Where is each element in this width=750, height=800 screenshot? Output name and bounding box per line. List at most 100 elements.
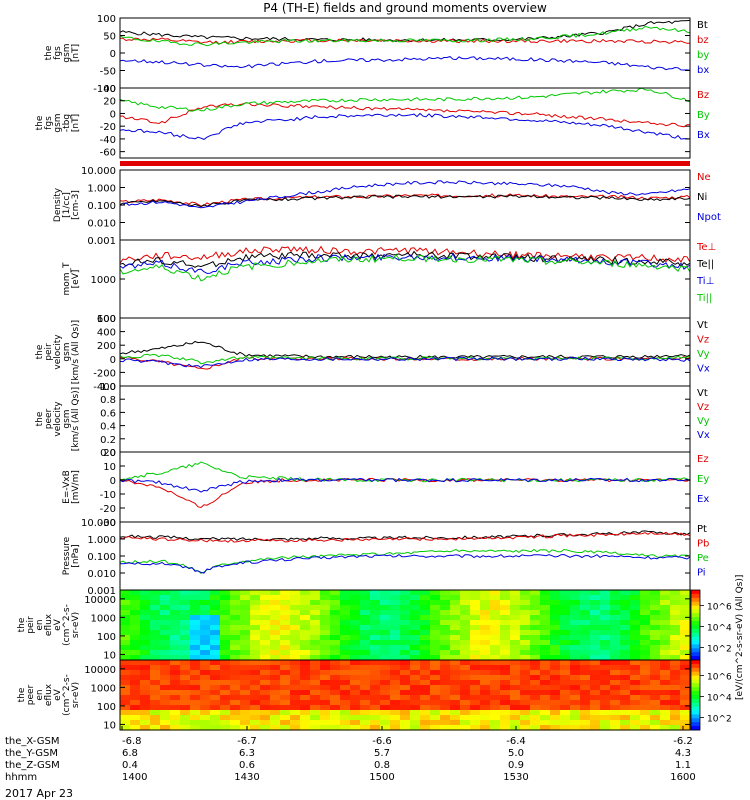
spectrogram-cell [390,625,401,631]
spectrogram-cell [390,705,401,711]
spectrogram-cell [230,625,241,631]
spectrogram-cell [590,690,601,696]
spectrogram-cell [480,705,491,711]
ephemeris-bar [120,161,690,166]
colorbar-p9: 10^610^410^2 [eV/(cm^2-s-sr-eV) (All Qs)] [690,575,745,700]
spectrogram-cell [350,610,361,616]
spectrogram-cell [430,595,441,601]
spectrogram-cell [490,590,501,596]
spectrogram-cell [140,725,151,731]
spectrogram-cell [350,695,361,701]
spectrogram-cell [400,645,411,651]
spectrogram-cell [570,620,581,626]
colorbar-segment [691,613,700,618]
spectrogram-cell [320,680,331,686]
spectrogram-cell [440,630,451,636]
spectrogram-cell [310,680,321,686]
spectrogram-cell [310,610,321,616]
spectrogram-cell [430,670,441,676]
spectrogram-cell [540,590,551,596]
spectrogram-cell [490,595,501,601]
spectrogram-cell [350,725,361,731]
spectrogram-cell [550,645,561,651]
spectrogram-cell [480,590,491,596]
spectrogram-cell [180,715,191,721]
spectrogram-cell [560,665,571,671]
spectrogram-cell [560,690,571,696]
spectrogram-cell [580,710,591,716]
spectrogram-cell [520,620,531,626]
spectrogram-cell [560,625,571,631]
spectrogram-cell [140,675,151,681]
series-line-bz [119,37,690,45]
spectrogram-cell [420,680,431,686]
colorbar-segment [691,632,700,638]
spectrogram-cell [620,645,631,651]
spectrogram-cell [630,685,641,691]
spectrogram-cell [250,645,261,651]
spectrogram-cell [330,665,341,671]
spectrogram-cell [630,720,641,726]
spectrogram-cell [350,620,361,626]
spectrogram-cell [680,645,691,651]
spectrogram-cell [140,665,151,671]
spectrogram-cell [200,685,211,691]
spectrogram-cell [300,680,311,686]
spectrogram-cell [400,655,411,661]
spectrogram-cell [270,625,281,631]
spectrogram-cell [650,715,661,721]
spectrogram-cell [240,650,251,656]
spectrogram-cell [510,685,521,691]
spectrogram-cell [130,715,141,721]
spectrogram-cell [630,690,641,696]
spectrogram-cell [430,610,441,616]
spectrogram-cell [460,615,471,621]
colorbar-segment [691,726,700,731]
spectrogram-cell [160,645,171,651]
spectrogram-cell [220,725,231,731]
spectrogram-cell [220,690,231,696]
spectrogram-cell [600,680,611,686]
spectrogram-cell [570,715,581,721]
spectrogram-cell [510,640,521,646]
spectrogram-cell [210,715,221,721]
spectrogram-cell [570,675,581,681]
series-line-Pi [120,553,691,574]
y-tick-label: -200 [93,368,116,379]
spectrogram-cell [550,600,561,606]
spectrogram-cell [490,600,501,606]
series-line-Ne [119,193,691,207]
colorbar-segment [691,640,700,645]
spectrogram-cell [250,625,261,631]
spectrogram-cell [260,680,271,686]
series-line-Pe [119,548,691,574]
spectrogram-cell [600,605,611,611]
spectrogram-cell [310,595,321,601]
spectrogram-cell [480,690,491,696]
y-axis-label: Pressure [62,536,72,575]
spectrogram-cell [420,720,431,726]
spectrogram-cell [250,655,261,661]
spectrogram-cell [120,695,131,701]
y-tick-label: -30 [100,518,116,529]
spectrogram-cell [450,670,461,676]
spectrogram-cell [560,600,571,606]
spectrogram-cell [150,700,161,706]
colorbar-segment [691,597,700,603]
spectrogram-cell [560,660,571,666]
spectrogram-cell [330,720,341,726]
spectrogram-cell [430,650,441,656]
spectrogram-cell [320,710,331,716]
spectrogram-cell [400,700,411,706]
spectrogram-cell [610,710,621,716]
spectrogram-cell [470,635,481,641]
spectrogram-cell [190,640,201,646]
y-tick-label: 1.000 [87,184,116,195]
spectrogram-cell [510,675,521,681]
spectrogram-cell [660,700,671,706]
spectrogram-cell [380,710,391,716]
spectrogram-cell [660,660,671,666]
spectrogram-cell [530,600,541,606]
spectrogram-cell [490,660,501,666]
spectrogram-cell [340,620,351,626]
